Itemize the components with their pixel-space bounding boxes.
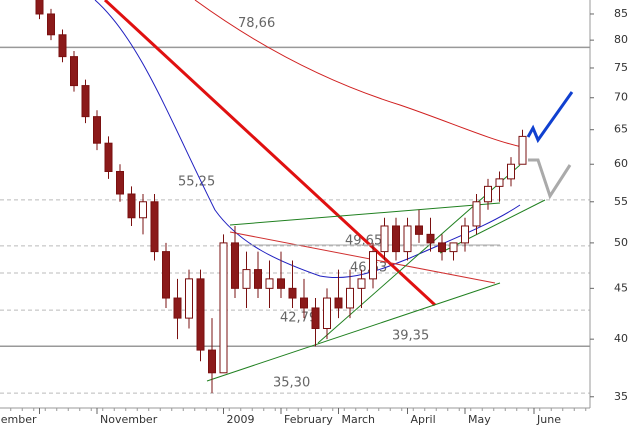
projection-blue — [526, 91, 574, 144]
candle-body — [403, 225, 412, 253]
x-tick-label: March — [342, 413, 376, 426]
candle-body — [277, 278, 285, 289]
candle-body — [334, 297, 343, 309]
level-label: 39,35 — [392, 329, 429, 344]
candle-body — [461, 225, 469, 244]
candle-body — [288, 287, 297, 299]
level-label: 35,30 — [273, 376, 310, 391]
candle-body — [104, 142, 113, 172]
trend-line-red — [103, 0, 437, 307]
candle-body — [150, 201, 159, 253]
level-label: 78,66 — [238, 16, 275, 31]
trend-line-green — [229, 202, 501, 226]
y-tick-label: 40 — [614, 332, 628, 345]
candle-body — [472, 201, 481, 227]
y-tick-label: 75 — [614, 61, 628, 74]
candle-body — [173, 297, 182, 319]
x-tick-label: April — [411, 413, 436, 426]
level-label: 55,25 — [178, 174, 215, 189]
y-tick-label: 65 — [614, 123, 628, 136]
candle-body — [162, 251, 170, 299]
candle-body — [346, 287, 354, 309]
y-axis-area — [590, 0, 637, 429]
x-tick-label: May — [468, 413, 491, 426]
candle-body — [139, 201, 147, 219]
x-tick-label: June — [536, 413, 561, 426]
trend-line-green — [206, 282, 501, 382]
candles — [35, 0, 527, 394]
x-tick-label: February — [284, 413, 333, 426]
candle-body — [254, 269, 262, 289]
trend-line-red-thin — [229, 231, 496, 284]
candle-body — [392, 225, 400, 253]
candle-body — [438, 242, 446, 253]
x-tick-label: ember — [1, 413, 37, 426]
candle-body — [484, 185, 492, 203]
level-label: 42,79 — [280, 311, 317, 326]
y-tick-label: 60 — [614, 157, 628, 170]
candle-body — [58, 34, 67, 58]
y-tick-label: 70 — [614, 91, 628, 104]
candle-body — [300, 297, 308, 309]
x-tick-label: 2009 — [227, 413, 255, 426]
y-tick-label: 80 — [614, 33, 628, 46]
candle-body — [219, 242, 228, 374]
candle-body — [116, 170, 124, 195]
y-tick-label: 45 — [614, 281, 628, 294]
candle-body — [357, 278, 366, 289]
candle-body — [208, 349, 216, 374]
candle-body — [415, 225, 423, 235]
candle-body — [231, 242, 239, 289]
candle-body — [35, 0, 44, 15]
candle-body — [495, 178, 504, 187]
candle-body — [127, 193, 136, 219]
candle-body — [507, 163, 515, 180]
candle-body — [185, 278, 193, 319]
candle-body — [323, 297, 331, 330]
candle-body — [265, 278, 274, 289]
candle-body — [449, 242, 458, 253]
candle-body — [81, 85, 90, 118]
axes: 35 40 45 50 55 60 65 70 75 80 85 ember November 2009 F… — [1, 7, 628, 426]
candle-body — [369, 251, 377, 280]
y-tick-label: 55 — [614, 195, 628, 208]
moving-average-long — [194, 0, 523, 148]
candle-body — [47, 13, 55, 36]
y-tick-label: 85 — [614, 7, 628, 20]
projection-gray — [528, 158, 572, 200]
candle-body — [242, 269, 251, 289]
candle-body — [380, 225, 389, 253]
candle-body — [311, 307, 320, 330]
candle-body — [426, 233, 435, 244]
x-axis-area — [0, 408, 637, 429]
y-tick-label: 50 — [614, 236, 628, 249]
level-label: 46,63 — [350, 260, 387, 275]
x-tick-label: November — [100, 413, 158, 426]
candle-body — [70, 56, 78, 87]
candle-body — [93, 116, 101, 144]
candle-body — [196, 278, 205, 351]
candle-body — [518, 135, 527, 165]
y-tick-label: 35 — [614, 390, 628, 403]
